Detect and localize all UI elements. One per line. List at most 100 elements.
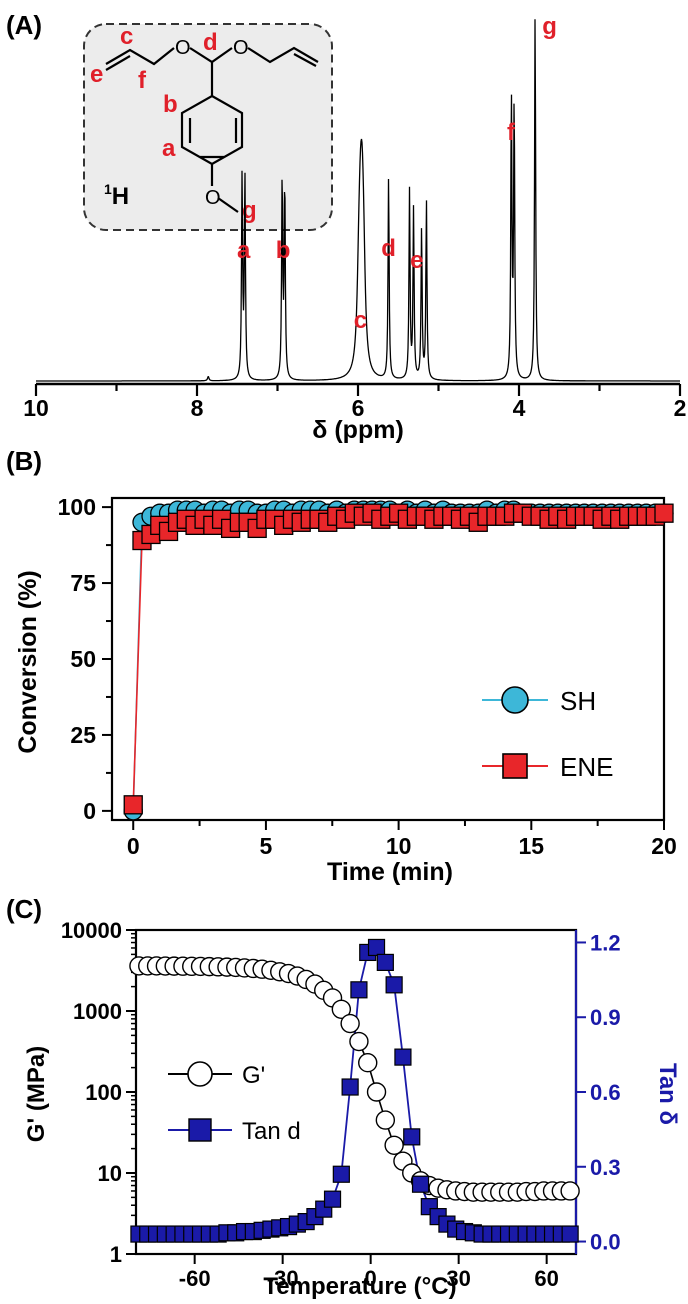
- storage-modulus-axis-label: G' (MPa): [23, 1046, 50, 1142]
- panel-a: (A): [6, 10, 686, 444]
- conversion-axis-ticks: 0 5 10 15 20 0 25 50 75 100: [58, 494, 677, 859]
- nmr-tick-label-6: 6: [352, 395, 365, 421]
- conv-x-tick-label-5: 5: [260, 833, 273, 859]
- dma-y2-tick-label-1.2: 1.2: [590, 930, 621, 955]
- struct-label-c: c: [120, 23, 133, 50]
- struct-label-f: f: [138, 67, 147, 94]
- peak-label-f: f: [507, 119, 516, 146]
- conversion-series: [123, 500, 674, 821]
- oxygen-2: O: [233, 37, 249, 59]
- panel-c: (C) -60 -30 0 30 60 1 10 100 1000 10000 0.0 0.3 0.6 0…: [6, 894, 681, 1300]
- structure-inset: O O O c d e f b a g 1H: [83, 23, 333, 231]
- peak-label-g: g: [542, 13, 557, 40]
- legend-sh-marker: [501, 686, 529, 714]
- nmr-tick-label-2: 2: [674, 395, 687, 421]
- tan-delta-point: [385, 976, 403, 994]
- struct-label-a: a: [162, 135, 176, 162]
- peak-label-a: a: [237, 237, 251, 264]
- legend-tan-label: Tan d: [242, 1118, 301, 1145]
- nucleus-main: H: [112, 183, 129, 210]
- panel-b: (B) 0 5 10 15 20 0 25 50 75 100 Conversion (%) Ti…: [6, 446, 677, 886]
- peak-label-d: d: [381, 235, 396, 262]
- dma-y-tick-label-1: 1: [110, 1242, 122, 1267]
- dma-y-tick-label-1000: 1000: [73, 999, 122, 1024]
- peak-label-e: e: [410, 247, 423, 274]
- nmr-tick-label-10: 10: [23, 395, 49, 421]
- legend-g-prime-marker: [187, 1061, 213, 1087]
- nmr-tick-label-8: 8: [191, 395, 204, 421]
- conv-x-tick-label-10: 10: [386, 833, 412, 859]
- dma-y-tick-label-100: 100: [85, 1080, 122, 1105]
- tan-delta-point: [411, 1175, 430, 1193]
- dma-y2-tick-label-0.3: 0.3: [590, 1155, 621, 1180]
- tan-delta-point: [394, 1048, 412, 1066]
- peak-label-c: c: [354, 307, 367, 334]
- tan-delta-point: [561, 1225, 579, 1243]
- oxygen-3: O: [205, 187, 221, 209]
- panel-b-label: (B): [6, 446, 42, 476]
- g-prime-point: [366, 1082, 387, 1102]
- tan-delta-point: [403, 1128, 421, 1146]
- legend-g-prime-label: G': [242, 1062, 265, 1089]
- tan-delta-point: [376, 953, 394, 972]
- struct-label-e: e: [90, 61, 103, 88]
- conv-y-tick-label-75: 75: [70, 570, 96, 596]
- dma-y2-tick-label-0.6: 0.6: [590, 1080, 621, 1105]
- temperature-axis-label: Temperature (°C): [263, 1273, 456, 1300]
- g-prime-point: [349, 1031, 369, 1052]
- g-prime-point: [384, 1135, 404, 1155]
- nmr-tick-label-4: 4: [513, 395, 526, 421]
- conversion-legend: SH ENE: [482, 686, 613, 782]
- tan-delta-point: [350, 981, 368, 999]
- panel-a-label: (A): [6, 10, 42, 40]
- conv-x-tick-label-15: 15: [519, 833, 545, 859]
- legend-sh-label: SH: [560, 686, 596, 716]
- dma-y-tick-label-10000: 10000: [61, 918, 122, 943]
- dma-x-tick-label--30: -30: [267, 1266, 299, 1291]
- conv-y-tick-label-0: 0: [83, 798, 96, 824]
- legend-ene-marker: [502, 753, 528, 779]
- conv-y-tick-label-50: 50: [70, 646, 96, 672]
- dma-x-tick-label-60: 60: [534, 1266, 558, 1291]
- conv-x-tick-label-0: 0: [127, 833, 140, 859]
- peak-label-b: b: [276, 237, 291, 264]
- ene-point: [654, 503, 674, 523]
- nmr-peak-labels: a b c d e f g: [237, 13, 557, 334]
- nucleus-superscript: 1: [104, 181, 112, 197]
- tan-delta-point: [332, 1165, 350, 1183]
- tan-delta-point: [367, 938, 386, 957]
- nmr-x-ticks: 10 8 6 4 2: [23, 384, 686, 421]
- dma-y2-tick-label-0.0: 0.0: [590, 1230, 621, 1255]
- oxygen-1: O: [175, 37, 191, 59]
- g-prime-point: [340, 1013, 360, 1034]
- panel-c-label: (C): [6, 894, 42, 924]
- g-prime-point: [375, 1110, 396, 1130]
- struct-label-d: d: [203, 29, 218, 56]
- struct-label-b: b: [163, 91, 178, 118]
- g-prime-point: [560, 1181, 580, 1201]
- dma-y2-tick-label-0.9: 0.9: [590, 1005, 621, 1030]
- legend-ene-label: ENE: [560, 752, 613, 782]
- conv-y-tick-label-100: 100: [58, 494, 96, 520]
- molecule-bonds: [105, 46, 319, 213]
- legend-tan-marker: [188, 1118, 212, 1142]
- dma-x-tick-label-30: 30: [446, 1266, 470, 1291]
- dma-axis-ticks: -60 -30 0 30 60 1 10 100 1000 10000 0.0 0.3 0.6 0.9 1.…: [61, 918, 621, 1291]
- conversion-y-axis-label: Conversion (%): [14, 570, 42, 753]
- dma-x-tick-label--60: -60: [179, 1266, 211, 1291]
- dma-x-tick-label-0: 0: [365, 1266, 377, 1291]
- g-prime-point: [358, 1053, 378, 1073]
- dma-y-tick-label-10: 10: [98, 1161, 122, 1186]
- nmr-spectrum-trace: [36, 19, 680, 382]
- tan-delta-point: [323, 1190, 342, 1208]
- conv-x-tick-label-20: 20: [651, 833, 677, 859]
- inset-box: [83, 23, 333, 231]
- tan-delta-point: [341, 1078, 359, 1096]
- dma-series: [129, 938, 580, 1243]
- g-prime-point: [331, 999, 352, 1019]
- conv-y-tick-label-25: 25: [70, 722, 96, 748]
- tan-delta-axis-label: Tan δ: [654, 1063, 681, 1125]
- dma-legend: G' Tan d: [168, 1061, 301, 1145]
- ene-point: [123, 795, 143, 815]
